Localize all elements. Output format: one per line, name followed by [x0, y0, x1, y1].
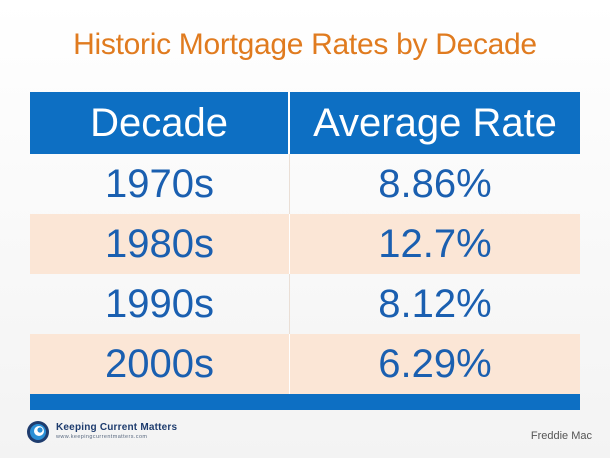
rate-cell: 8.12% — [378, 281, 492, 326]
header-decade: Decade — [30, 92, 290, 154]
rates-table: Decade Average Rate 1970s 8.86% 1980s 12… — [30, 92, 580, 394]
rate-cell: 8.86% — [378, 161, 492, 206]
header-average-rate: Average Rate — [313, 100, 557, 145]
table-row: 1990s 8.12% — [30, 274, 580, 334]
chart-title: Historic Mortgage Rates by Decade — [73, 28, 537, 61]
table-row: 1970s 8.86% — [30, 154, 580, 214]
decade-cell: 1990s — [30, 274, 290, 334]
decade-cell: 1980s — [30, 214, 290, 274]
table-footer-bar — [30, 394, 580, 410]
table-row: 2000s 6.29% — [30, 334, 580, 394]
source-label: Freddie Mac — [530, 430, 592, 442]
logo-name: Keeping Current Matters — [56, 422, 178, 434]
table-header-row: Decade Average Rate — [30, 92, 580, 154]
rate-cell: 6.29% — [378, 341, 492, 386]
rate-cell: 12.7% — [378, 221, 492, 266]
swirl-logo-icon — [27, 421, 49, 443]
decade-cell: 1970s — [30, 154, 290, 214]
kcm-logo: Keeping Current Matters www.keepingcurre… — [26, 420, 177, 444]
logo-url: www.keepingcurrentmatters.com — [56, 434, 148, 441]
table-row: 1980s 12.7% — [30, 214, 580, 274]
decade-cell: 2000s — [30, 334, 290, 394]
